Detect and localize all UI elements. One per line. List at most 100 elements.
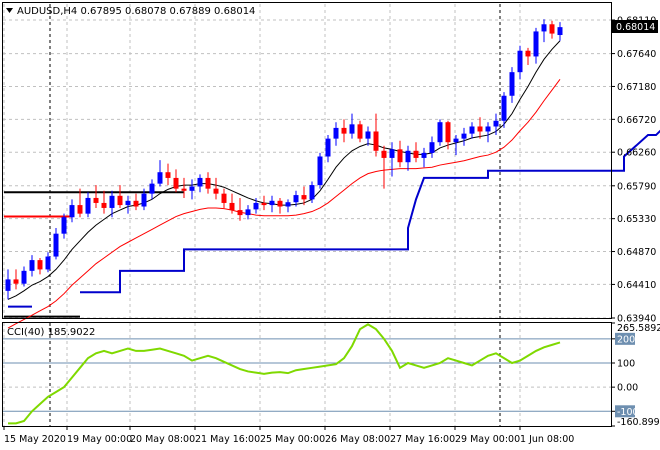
candle-body bbox=[525, 50, 531, 57]
candle bbox=[157, 160, 163, 187]
candle bbox=[261, 195, 267, 211]
candle-body bbox=[269, 200, 275, 206]
candle-body bbox=[389, 149, 395, 158]
candle bbox=[277, 197, 283, 214]
time-tick-label: 26 May 08:00 bbox=[325, 434, 390, 445]
candle bbox=[181, 177, 187, 198]
candle-body bbox=[373, 131, 379, 151]
time-tick-label: 29 May 00:00 bbox=[455, 434, 520, 445]
candle-body bbox=[445, 122, 451, 143]
candle bbox=[357, 120, 363, 143]
candle bbox=[253, 197, 259, 214]
candle bbox=[5, 269, 11, 300]
candle-body bbox=[325, 138, 331, 157]
candle bbox=[413, 142, 419, 163]
candle-body bbox=[549, 24, 555, 34]
candle bbox=[445, 120, 451, 150]
candle bbox=[493, 113, 499, 136]
indicator-panel-frame bbox=[2, 322, 612, 427]
candle-body bbox=[93, 197, 99, 203]
time-tick-label: 27 May 16:00 bbox=[390, 434, 455, 445]
candle bbox=[397, 140, 403, 168]
candle bbox=[469, 122, 475, 139]
candle-body bbox=[165, 172, 171, 178]
time-tick-label: 1 Jun 08:00 bbox=[520, 434, 574, 445]
candle-body bbox=[125, 200, 131, 206]
price-tick-label: 0.64410 bbox=[617, 280, 656, 291]
candle-body bbox=[245, 209, 251, 216]
candle-body bbox=[517, 50, 523, 73]
candle-body bbox=[173, 177, 179, 189]
candle bbox=[149, 179, 155, 200]
candle bbox=[165, 163, 171, 186]
time-tick-label: 15 May 2020 bbox=[4, 434, 66, 445]
down-triangle-icon[interactable] bbox=[6, 8, 13, 13]
candle bbox=[37, 257, 43, 275]
candle-body bbox=[45, 256, 51, 270]
candle bbox=[517, 45, 523, 80]
candle bbox=[293, 190, 299, 207]
candle bbox=[21, 266, 27, 287]
candle bbox=[429, 136, 435, 158]
candle-body bbox=[141, 193, 147, 207]
cci-tick-label: 0.00 bbox=[617, 383, 638, 394]
cci-line bbox=[8, 323, 561, 425]
candle-body bbox=[493, 120, 499, 127]
candle bbox=[309, 181, 315, 203]
candle-body bbox=[365, 131, 371, 139]
candle-body bbox=[541, 24, 547, 32]
current-price-marker: 0.68014 bbox=[612, 20, 658, 33]
candle bbox=[373, 113, 379, 157]
cci-tick-label: 265.5892 bbox=[617, 323, 660, 334]
candle-body bbox=[181, 188, 187, 191]
candle-body bbox=[189, 186, 195, 191]
price-tick-label: 0.63940 bbox=[617, 314, 656, 325]
candle bbox=[541, 19, 547, 43]
candle-body bbox=[101, 202, 107, 208]
candle bbox=[525, 47, 531, 66]
candle bbox=[93, 185, 99, 208]
candle-body bbox=[333, 127, 339, 139]
current-price-label: 0.68014 bbox=[616, 22, 655, 33]
candle bbox=[101, 190, 107, 214]
candle-body bbox=[77, 205, 83, 214]
price-panel-frame bbox=[2, 2, 612, 319]
candle-body bbox=[477, 126, 483, 132]
candle-body bbox=[429, 142, 435, 153]
candle bbox=[141, 188, 147, 211]
cci-level-box bbox=[615, 405, 635, 418]
candle bbox=[53, 227, 59, 260]
candle bbox=[229, 193, 235, 214]
candle-body bbox=[21, 270, 27, 284]
candle-body bbox=[261, 202, 267, 206]
cci-indicator bbox=[3, 323, 611, 425]
candle bbox=[405, 145, 411, 171]
candle-body bbox=[301, 195, 307, 200]
candle-body bbox=[205, 177, 211, 189]
candle-body bbox=[277, 200, 283, 207]
candle bbox=[45, 252, 51, 273]
candle-body bbox=[133, 200, 139, 207]
candle-body bbox=[381, 150, 387, 158]
time-tick-label: 25 May 00:00 bbox=[260, 434, 325, 445]
time-tick-label: 20 May 08:00 bbox=[130, 434, 195, 445]
candle bbox=[301, 186, 307, 206]
candle-body bbox=[405, 150, 411, 163]
candle bbox=[109, 190, 115, 218]
candle-body bbox=[453, 138, 459, 143]
candles bbox=[5, 19, 563, 300]
candle-body bbox=[53, 233, 59, 257]
candle-body bbox=[61, 217, 67, 234]
candle bbox=[237, 197, 243, 221]
candle-body bbox=[509, 72, 515, 96]
candle-body bbox=[437, 122, 443, 143]
price-tick-label: 0.66260 bbox=[617, 148, 656, 159]
candle bbox=[285, 199, 291, 213]
fast-moving-average-line bbox=[7, 40, 561, 300]
candle-body bbox=[309, 185, 315, 200]
candle bbox=[29, 255, 35, 277]
candle bbox=[221, 188, 227, 208]
candle bbox=[213, 177, 219, 200]
